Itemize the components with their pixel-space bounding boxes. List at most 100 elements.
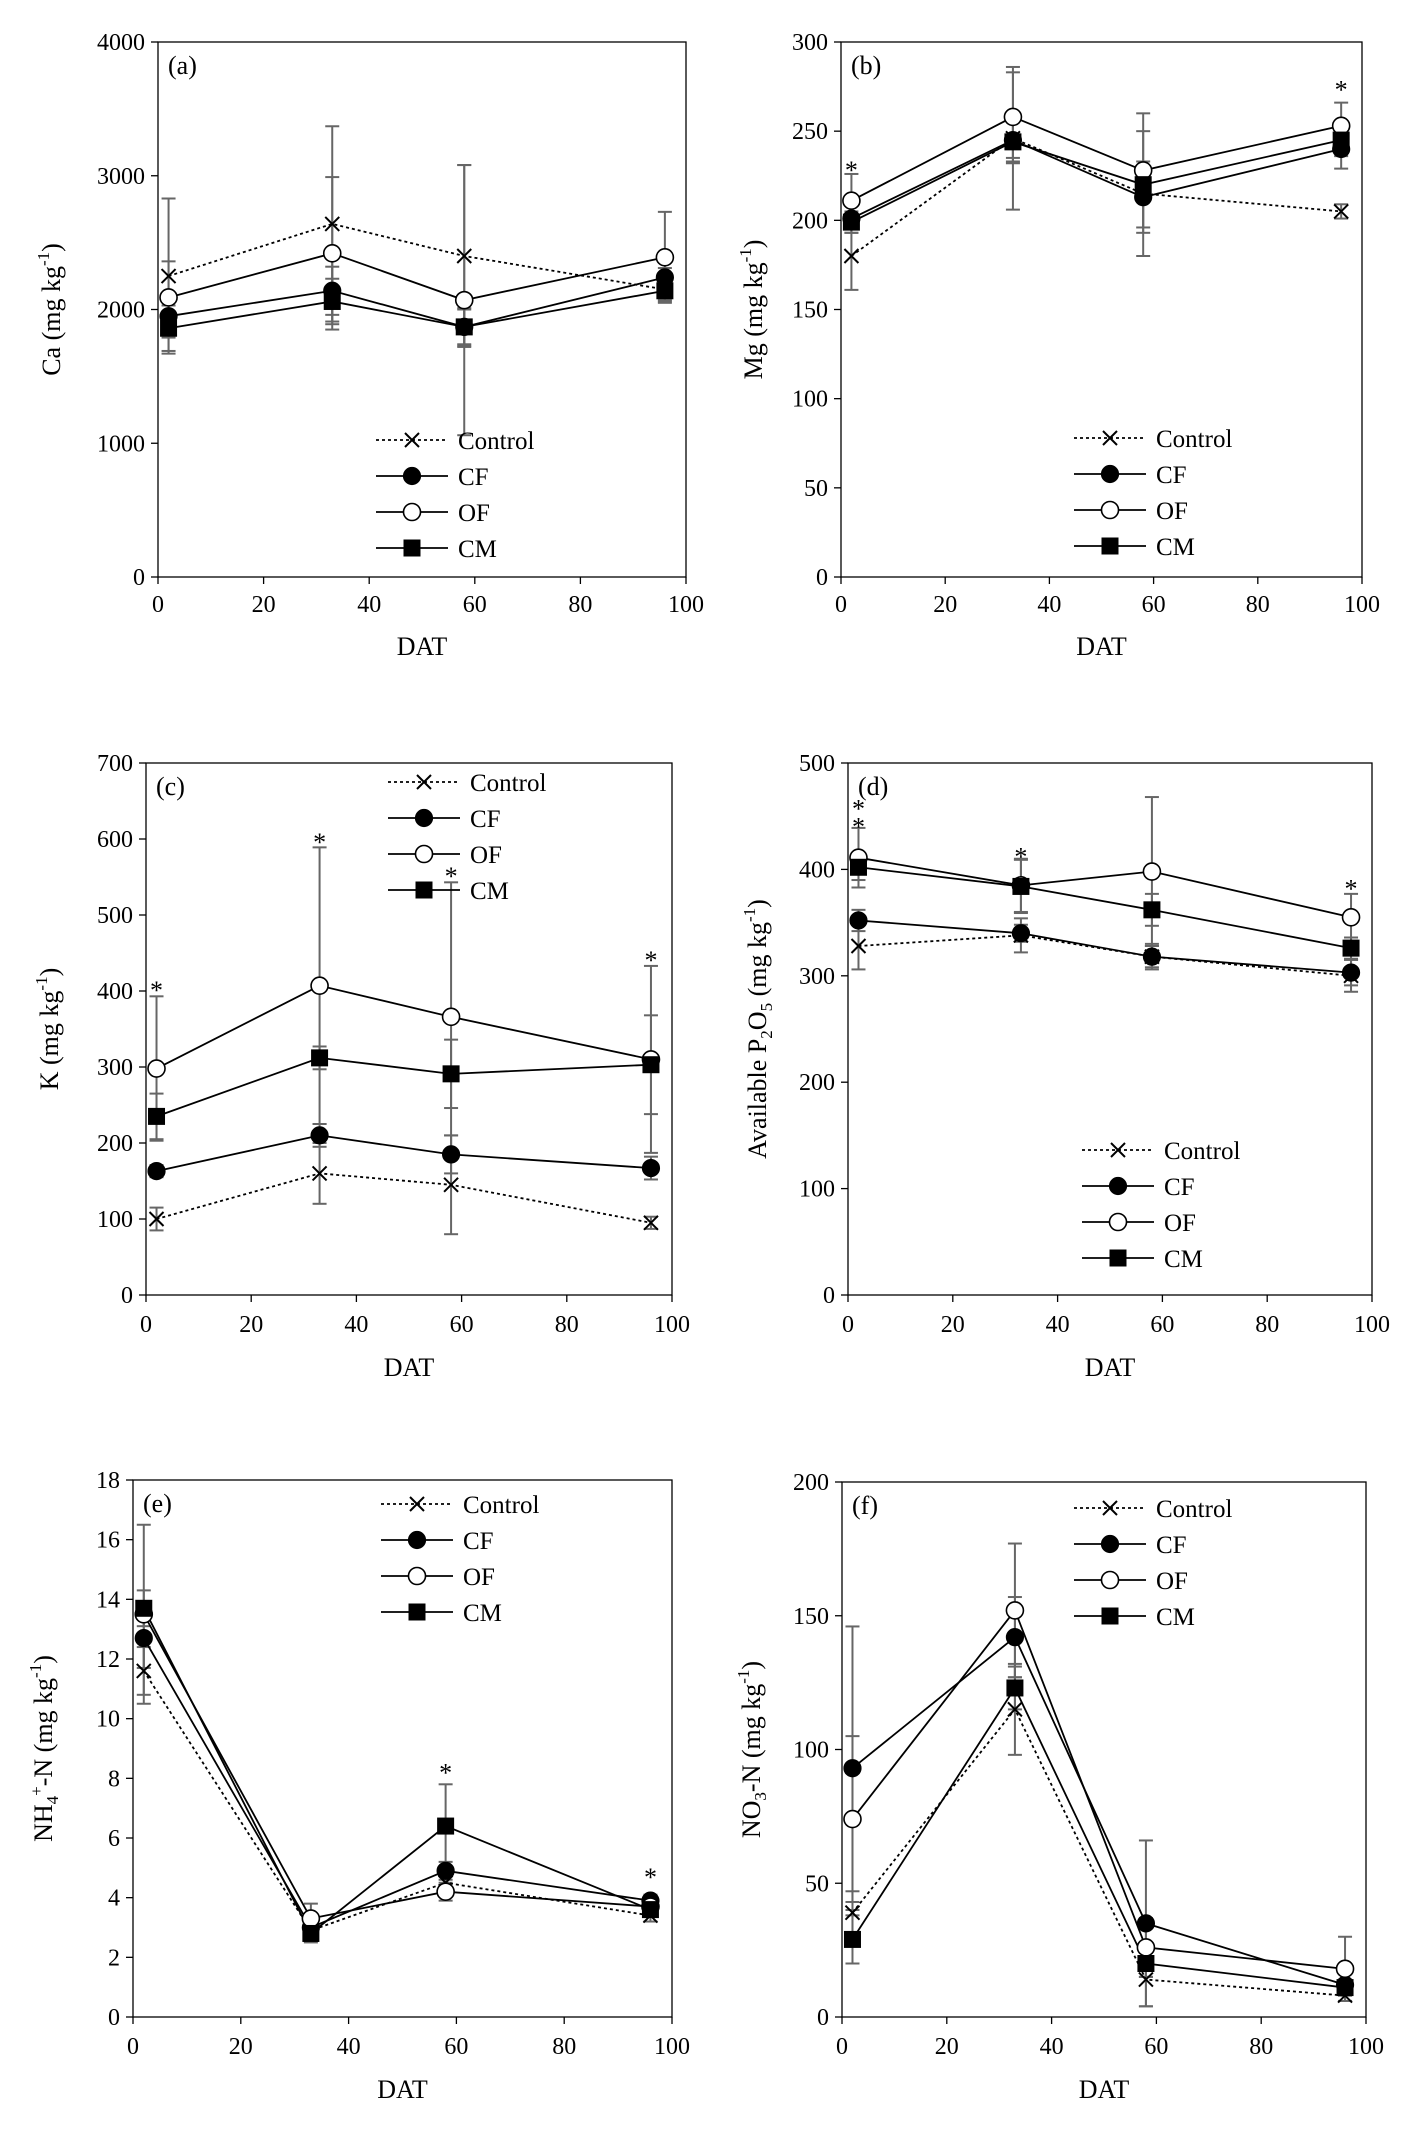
x-tick-label: 20 (229, 2034, 253, 2060)
legend-label-of: OF (1156, 1568, 1188, 1595)
series-line-of (858, 856, 1352, 919)
legend-label-cf: CF (458, 464, 489, 491)
point-cm (1006, 1679, 1024, 1697)
y-tick-label: 2000 (97, 298, 145, 324)
y-axis-label-d: Available P2O5 (mg kg-1) (740, 899, 776, 1159)
legend-label-cf: CF (463, 1528, 494, 1555)
plot-frame-e (132, 1479, 673, 2018)
legend-marker-of (1108, 1212, 1128, 1232)
x-tick-label: 80 (1255, 1312, 1279, 1338)
point-cf (134, 1629, 153, 1648)
plot-frame-f (841, 1481, 1367, 2018)
y-tick-label: 18 (96, 1468, 120, 1494)
legend-label-of: OF (463, 1564, 495, 1591)
legend-c: Control CF OF CM (388, 770, 546, 905)
point-cm (311, 1049, 329, 1067)
series-line-control (168, 222, 666, 291)
y-tick-label: 150 (792, 298, 828, 324)
point-cf (1136, 1914, 1156, 1933)
series-line-of (142, 1613, 651, 1920)
x-tick-label: 60 (1142, 592, 1166, 618)
point-cf (1005, 1628, 1025, 1647)
point-of (1335, 1959, 1355, 1979)
x-tick-label: 40 (1037, 592, 1061, 618)
x-tick-label: 80 (1246, 592, 1270, 618)
point-cm (302, 1924, 320, 1942)
point-control (160, 268, 177, 284)
point-cm (437, 1817, 455, 1835)
point-cf (310, 1126, 329, 1145)
point-cm (656, 282, 674, 300)
y-tick-label: 1000 (97, 431, 145, 457)
point-cf (1142, 947, 1162, 966)
point-of (322, 244, 342, 263)
legend-label-cf: CF (1164, 1174, 1195, 1201)
panel-label-a: (a) (168, 51, 197, 80)
series-line-control (850, 137, 1342, 257)
point-cm (1134, 176, 1152, 194)
point-control (850, 938, 867, 954)
point-cf (441, 1145, 461, 1164)
y-tick-label: 0 (108, 2005, 120, 2031)
y-tick-label: 0 (817, 2005, 829, 2031)
legend-label-of: OF (458, 500, 490, 527)
legend-marker-control (1110, 1142, 1126, 1158)
legend-marker-of (1100, 500, 1120, 520)
x-tick-label: 60 (450, 1312, 474, 1338)
x-tick-label: 100 (1354, 1312, 1390, 1338)
series-line-cm (142, 1607, 651, 1935)
series-line-cf (156, 1134, 652, 1172)
x-tick-label: 100 (1348, 2034, 1384, 2060)
x-tick-label: 100 (654, 1312, 690, 1338)
x-tick-label: 60 (1150, 1312, 1174, 1338)
y-tick-label: 100 (799, 1177, 835, 1203)
significance-mark: * (439, 1758, 452, 1787)
x-tick-label: 0 (152, 592, 164, 618)
point-control (843, 248, 860, 264)
significance-mark: * (1345, 874, 1358, 903)
y-tick-label: 100 (793, 1738, 829, 1764)
legend-label-cm: CM (470, 878, 509, 905)
legend-marker-control (404, 432, 420, 448)
x-tick-label: 60 (444, 2034, 468, 2060)
point-of (1136, 1938, 1156, 1957)
x-tick-label: 0 (836, 2034, 848, 2060)
series-line-of (156, 984, 652, 1070)
point-cm (1143, 901, 1161, 919)
y-axis-label-c: K (mg kg-1) (32, 968, 64, 1091)
legend-label-cf: CF (470, 806, 501, 833)
point-cm (849, 858, 867, 876)
y-tick-label: 0 (816, 565, 828, 591)
x-axis-label-e: DAT (377, 2075, 428, 2104)
point-of (842, 191, 861, 211)
y-tick-label: 0 (823, 1283, 835, 1309)
panel-a: 0 1000 2000 3000 4000 0 20 40 60 80 100 DAT Ca (mg k… (34, 30, 704, 661)
y-tick-label: 8 (108, 1766, 120, 1792)
point-control (1138, 1971, 1154, 1988)
point-of (1142, 862, 1162, 881)
point-cm (1332, 131, 1350, 149)
legend-marker-cm (1109, 1249, 1127, 1267)
legend-marker-cm (415, 881, 433, 899)
legend-label-of: OF (1156, 498, 1188, 525)
point-of (147, 1059, 166, 1078)
point-control (1007, 1701, 1023, 1718)
legend-label-cf: CF (1156, 462, 1187, 489)
legend-marker-of (402, 502, 422, 522)
significance-mark: * (1335, 76, 1348, 105)
legend-d: Control CF OF CM (1082, 1138, 1240, 1273)
series-line-control (156, 1172, 652, 1224)
y-tick-label: 400 (799, 857, 835, 883)
significance-mark: * (1014, 842, 1027, 871)
y-tick-label: 150 (793, 1604, 829, 1630)
significance-mark: * (644, 946, 657, 975)
y-tick-label: 500 (799, 751, 835, 777)
panel-f: 0 50 100 150 200 0 20 40 60 80 100 DAT NO3-N (mg kg-… (734, 1470, 1384, 2104)
legend-label-control: Control (470, 770, 546, 797)
significance-mark: * (150, 976, 163, 1005)
x-tick-label: 20 (239, 1312, 263, 1338)
point-of (159, 288, 178, 307)
point-of (454, 290, 474, 310)
x-axis-label-f: DAT (1079, 2075, 1130, 2104)
series-line-cm (168, 289, 666, 330)
